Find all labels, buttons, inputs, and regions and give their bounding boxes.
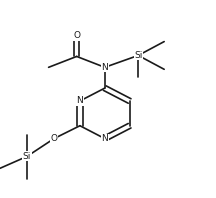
Text: N: N [101, 134, 108, 143]
Text: N: N [101, 63, 108, 72]
Text: O: O [51, 134, 57, 143]
Text: Si: Si [23, 152, 31, 161]
Text: O: O [73, 31, 80, 40]
Text: Si: Si [134, 51, 142, 60]
Text: N: N [76, 96, 83, 106]
